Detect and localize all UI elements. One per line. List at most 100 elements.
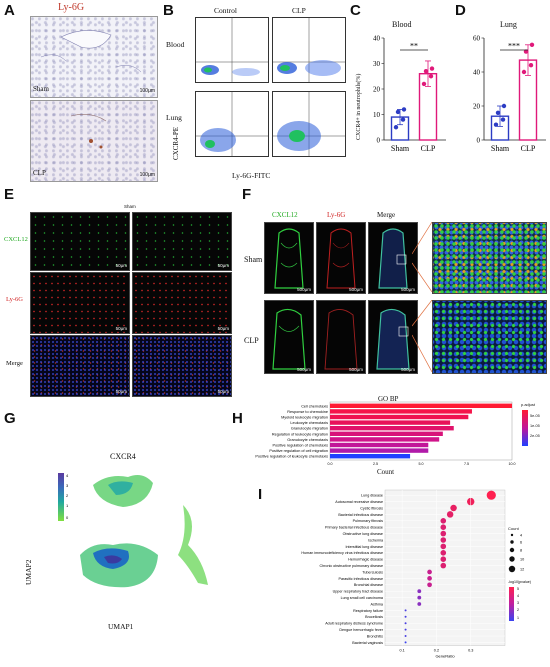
flow-xlabel: Ly-6G-FITC xyxy=(232,171,271,180)
i-data-point xyxy=(404,628,407,631)
scale-e3: 50μm xyxy=(115,326,127,331)
flow-plot-lung-control xyxy=(195,91,269,157)
i-data-point xyxy=(440,530,447,537)
umap-legend-0: 4 xyxy=(66,473,69,478)
chart-i: Lung disease Autosomal recessive disease C… xyxy=(301,489,506,659)
i-category-label: Autosomal recessive disease xyxy=(335,500,383,504)
d-category-label: CLP xyxy=(521,144,536,153)
e-row-merge: Merge xyxy=(6,360,23,367)
c-data-point xyxy=(421,81,427,87)
flow-plot-blood-control xyxy=(195,17,269,83)
panel-label-f: F xyxy=(242,186,252,203)
i-data-point xyxy=(404,615,407,618)
h-category-label: Granulocyte migration xyxy=(291,427,328,431)
c-data-point xyxy=(423,68,429,74)
h-xtick-label: 10.0 xyxy=(509,462,516,466)
umap-legend-1: 3 xyxy=(66,483,69,488)
i-p-tick-0: 5 xyxy=(517,587,519,591)
sham-lung-section: Sham 100μm xyxy=(30,16,158,98)
i-data-point xyxy=(417,602,422,606)
d-data-point xyxy=(500,117,506,122)
scale-f3: 500μm xyxy=(401,287,415,292)
i-data-point xyxy=(427,582,432,588)
h-legend-title: p.adjust xyxy=(521,402,536,407)
chart-h: Cell chemotaxis Response to chemokine Myel… xyxy=(255,401,516,466)
h-bar xyxy=(330,448,429,453)
d-ytick-label: 60 xyxy=(473,35,481,43)
h-bar xyxy=(330,437,440,442)
i-data-point xyxy=(440,562,447,569)
scale-f4: 500μm xyxy=(297,367,311,372)
panel-label-h: H xyxy=(232,410,243,427)
i-p-tick-4: 1 xyxy=(517,616,519,620)
f-col-merge: Merge xyxy=(377,211,396,219)
i-p-tick-3: 2 xyxy=(517,608,519,612)
chart-d-title: Lung xyxy=(500,20,517,29)
i-count-tick-4: 12 xyxy=(520,568,524,572)
c-ytick-label: 40 xyxy=(373,35,381,43)
chart-c-title: Blood xyxy=(392,20,412,29)
i-data-point xyxy=(417,595,422,600)
h-category-label: Positive regulation of leukocyte chemota… xyxy=(255,455,328,459)
h-bar xyxy=(330,426,454,431)
scale-bar-a2: 100μm xyxy=(139,172,155,178)
c-category-label: CLP xyxy=(421,144,436,153)
h-bar xyxy=(330,414,469,420)
h-category-label: Cell chemotaxis xyxy=(301,404,328,408)
c-ytick-label: 0 xyxy=(377,137,381,145)
flow-row-blood: Blood xyxy=(166,40,185,49)
f-clp-cxcl12: 500μm xyxy=(264,300,314,374)
scale-bar-a1: 100μm xyxy=(139,88,155,94)
clp-label-a: CLP xyxy=(33,169,46,177)
e-merge-left: 50μm xyxy=(30,335,130,397)
h-category-label: Positive regulation of cell migration xyxy=(269,449,328,453)
d-ytick-label: 40 xyxy=(473,69,481,77)
d-data-point xyxy=(501,103,507,109)
h-category-label: Granulocyte chemotaxis xyxy=(287,438,328,442)
d-data-point xyxy=(495,110,501,116)
sham-label-a: Sham xyxy=(33,85,49,93)
h-bar xyxy=(330,409,472,414)
i-category-label: Pulmonary fibrosis xyxy=(353,519,383,523)
e-cxcl12-right: 50μm xyxy=(132,212,232,271)
panel-label-e: E xyxy=(4,186,15,203)
f-clp-ly6g: 500μm xyxy=(316,300,366,374)
flow-col-clp: CLP xyxy=(292,6,306,15)
i-p-tick-2: 3 xyxy=(517,601,519,605)
h-legend-tick-2: 2e-05 xyxy=(530,434,540,438)
panel-label-c: C xyxy=(350,2,361,19)
i-category-label: Obstructive lung disease xyxy=(343,532,383,536)
e-merge-right: 50μm xyxy=(132,335,232,397)
i-category-label: Respiratory failure xyxy=(353,609,383,613)
i-data-point xyxy=(404,609,407,612)
i-data-point xyxy=(440,556,447,562)
flow-plot-blood-clp xyxy=(272,17,346,83)
f-zoom-lines-sham xyxy=(412,222,432,292)
i-p-tick-1: 4 xyxy=(517,594,519,598)
i-category-label: Lung disease xyxy=(361,494,383,498)
i-category-label: Dengue hemorrhagic fever xyxy=(339,628,383,632)
panel-label-a: A xyxy=(4,2,15,19)
e-ly6g-right: 50μm xyxy=(132,272,232,334)
umap-legend-2: 2 xyxy=(66,493,69,498)
i-category-label: Asthma xyxy=(370,602,383,606)
h-bar xyxy=(330,431,443,436)
umap-colorbar xyxy=(58,473,64,521)
h-category-label: Myeloid leukocyte migration xyxy=(281,416,328,420)
i-data-point xyxy=(404,622,407,625)
i-count-tick-0: 4 xyxy=(520,534,522,538)
umap-legend-4: 0 xyxy=(66,515,69,520)
f-sham-zoom xyxy=(432,222,547,294)
umap-title: CXCR4 xyxy=(110,452,136,461)
h-category-label: Response to chemokine xyxy=(287,410,328,414)
i-category-label: Adult respiratory distress syndrome xyxy=(325,622,383,626)
d-category-label: Sham xyxy=(491,144,510,153)
h-bar xyxy=(330,442,429,448)
i-legend-count-title: Count xyxy=(508,526,519,531)
scale-f6: 500μm xyxy=(401,367,415,372)
i-category-label: Chronic obstructive pulmonary disease xyxy=(319,564,383,568)
scale-e5: 50μm xyxy=(115,389,127,394)
i-data-point xyxy=(440,550,447,556)
i-data-point xyxy=(446,511,454,518)
scale-e6: 50μm xyxy=(217,389,229,394)
